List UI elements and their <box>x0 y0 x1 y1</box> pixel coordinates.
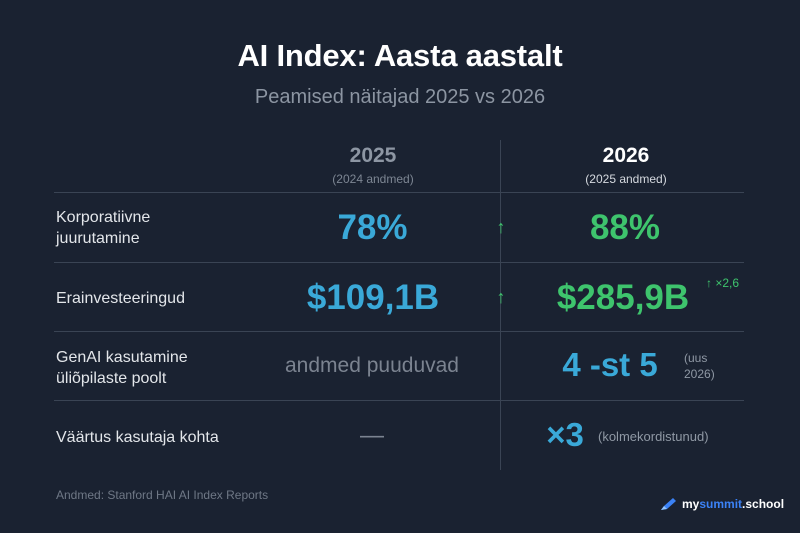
row-label-line: Erainvesteeringud <box>56 290 185 307</box>
new-metric-note: (uus 2026) <box>684 350 715 382</box>
brand-suffix: .school <box>742 497 785 511</box>
value-2026-value-per-user: ×3 <box>546 416 584 453</box>
growth-note: ↑ ×2,6 <box>706 276 740 290</box>
brand-logo: my summit .school <box>660 497 784 511</box>
up-arrow-icon: ↑ <box>496 217 506 237</box>
value-2026-investment: $285,9B <box>556 278 690 317</box>
column-divider <box>500 140 501 470</box>
row-label-line: juurutamine <box>56 230 140 247</box>
column-header-2025: 2025 (2024 andmed) <box>243 144 503 186</box>
row-label-adoption: Korporatiivne juurutamine <box>56 207 150 249</box>
brand-prefix: my <box>682 497 700 511</box>
source-note: Andmed: Stanford HAI AI Index Reports <box>56 488 269 502</box>
up-arrow-icon: ↑ <box>496 287 506 307</box>
row-label-line: Korporatiivne <box>56 209 151 226</box>
value-2026-adoption: 88% <box>589 208 661 247</box>
column-note: (2024 andmed) <box>332 172 414 186</box>
page-subtitle: Peamised näitajad 2025 vs 2026 <box>254 86 546 108</box>
page-title: AI Index: Aasta aastalt <box>237 38 563 73</box>
value-2025-adoption: 78% <box>337 208 408 247</box>
row-label-value-per-user: Väärtus kasutaja kohta <box>56 427 219 448</box>
column-year: 2025 <box>349 144 397 167</box>
pen-icon <box>661 498 676 510</box>
row-divider <box>54 262 744 263</box>
value-2025-genai-students: andmed puuduvad <box>285 354 459 377</box>
row-divider <box>54 331 744 332</box>
row-divider <box>54 192 744 193</box>
brand-accent: summit <box>699 497 743 511</box>
row-label-line: üliõpilaste poolt <box>56 370 167 387</box>
value-2025-value-per-user: — <box>360 422 384 449</box>
row-label-line: Väärtus kasutaja kohta <box>56 429 219 446</box>
column-year: 2026 <box>602 144 650 167</box>
row-divider <box>54 400 744 401</box>
note-line: (uus <box>684 351 708 365</box>
value-2025-investment: $109,1B <box>306 278 440 317</box>
row-label-genai-students: GenAI kasutamine üliõpilaste poolt <box>56 347 188 389</box>
tripled-note: (kolmekordistunud) <box>598 429 709 444</box>
row-label-line: GenAI kasutamine <box>56 349 188 366</box>
value-2026-genai-students: 4 -st 5 <box>562 346 658 383</box>
column-header-2026: 2026 (2025 andmed) <box>496 144 756 186</box>
column-note: (2025 andmed) <box>585 172 667 186</box>
row-label-investment: Erainvesteeringud <box>56 288 185 309</box>
note-line: 2026) <box>684 367 715 381</box>
